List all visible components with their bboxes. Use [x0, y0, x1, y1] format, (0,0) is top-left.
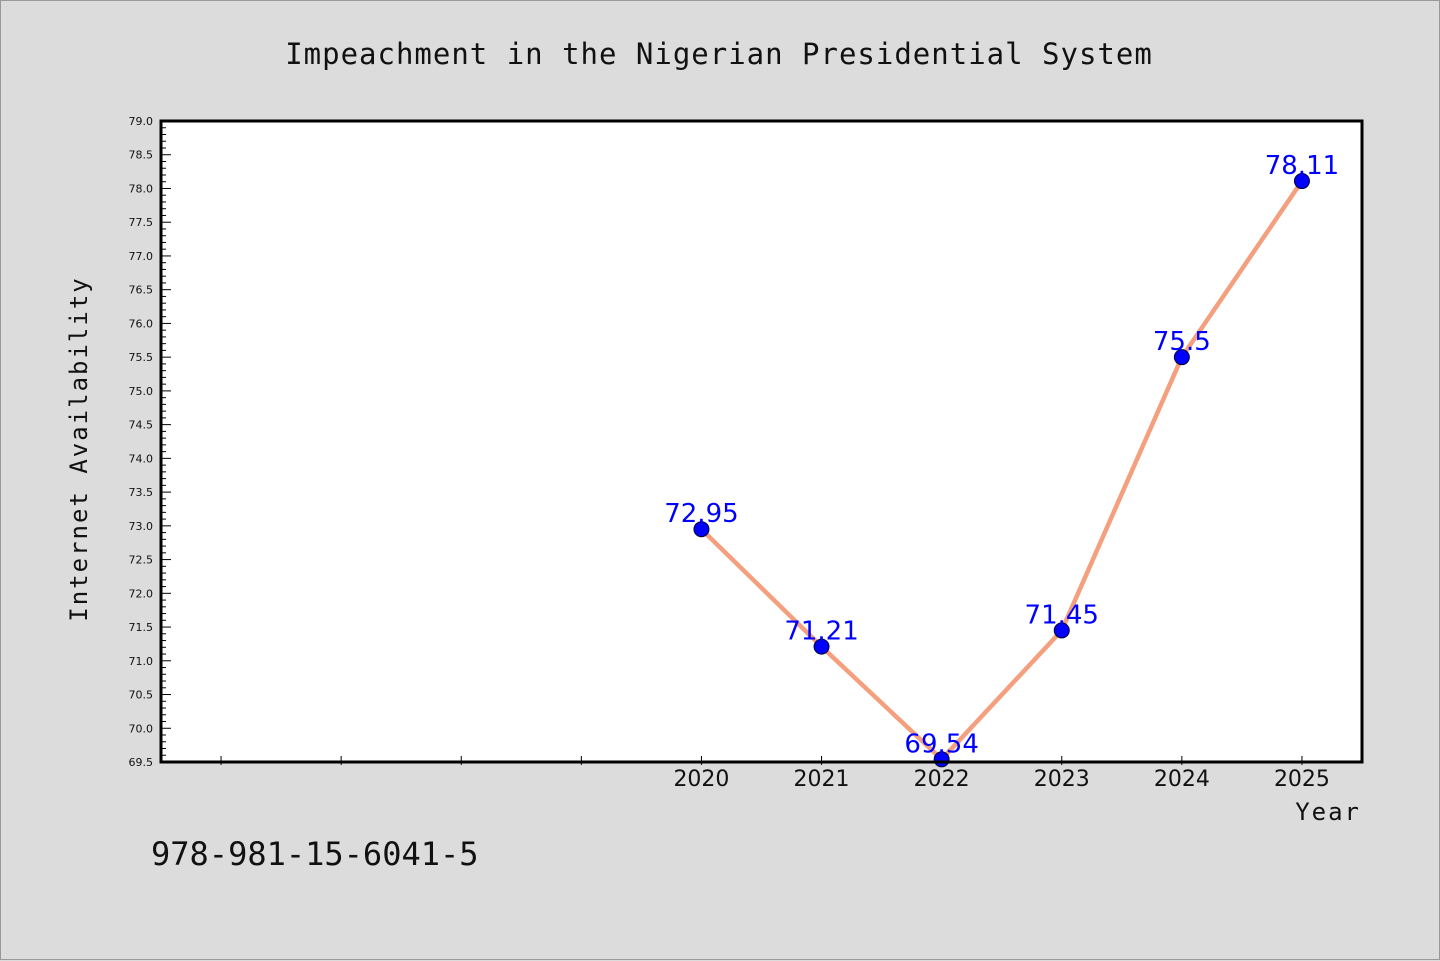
data-labels: 72.95 71.21 69.54 71.45 75.5 78.11: [664, 151, 1339, 759]
y-axis-ticks: 69.5 70.0 70.5 71.0 71.5 72.0 72.5 73.0 73.5 74.0…: [129, 115, 171, 769]
data-label: 71.45: [1025, 600, 1099, 630]
data-label: 78.11: [1265, 151, 1339, 181]
data-label: 71.21: [784, 617, 858, 647]
x-axis-title: Year: [1295, 798, 1361, 826]
data-point: [1293, 173, 1310, 190]
y-tick-label: 76.5: [129, 284, 154, 297]
y-tick-label: 73.5: [129, 486, 154, 499]
data-point: [1053, 622, 1070, 639]
y-tick-label: 77.5: [129, 216, 154, 229]
x-tick-label: 2023: [1034, 767, 1090, 792]
isbn-label: 978-981-15-6041-5: [151, 835, 479, 873]
y-tick-label: 78.0: [129, 182, 154, 195]
x-tick-label: 2020: [673, 767, 729, 792]
plot-frame: [159, 119, 1364, 764]
y-tick-label: 76.0: [129, 317, 154, 330]
y-tick-label: 78.5: [129, 149, 154, 162]
data-label: 75.5: [1153, 327, 1211, 357]
y-axis-title: Internet Availability: [65, 276, 93, 621]
data-label: 72.95: [664, 499, 738, 529]
data-point: [693, 521, 710, 538]
data-label: 69.54: [904, 729, 978, 759]
x-tick-label: 2021: [794, 767, 850, 792]
plot-area: [161, 121, 1362, 762]
y-tick-label: 74.0: [129, 452, 154, 465]
series-line-path: [699, 178, 1305, 762]
x-tick-label: 2024: [1154, 767, 1210, 792]
x-tick-label: 2025: [1274, 767, 1330, 792]
y-tick-label: 77.0: [129, 250, 154, 263]
series-line: [699, 178, 1305, 762]
y-tick-label: 71.5: [129, 621, 154, 634]
data-point: [813, 638, 830, 655]
data-point: [1173, 349, 1190, 366]
x-tick-label: 2022: [914, 767, 970, 792]
chart-title: Impeachment in the Nigerian Presidential…: [285, 37, 1153, 71]
y-tick-label: 75.5: [129, 351, 154, 364]
series-markers: [693, 173, 1310, 768]
y-tick-label: 70.0: [129, 722, 154, 735]
y-tick-label: 71.0: [129, 655, 154, 668]
y-tick-label: 72.0: [129, 587, 154, 600]
y-tick-label: 79.0: [129, 115, 154, 128]
y-tick-label: 73.0: [129, 520, 154, 533]
y-tick-label: 75.0: [129, 385, 154, 398]
y-tick-label: 72.5: [129, 554, 154, 567]
y-tick-label: 69.5: [129, 756, 154, 769]
y-tick-label: 74.5: [129, 419, 154, 432]
y-tick-label: 70.5: [129, 689, 154, 702]
